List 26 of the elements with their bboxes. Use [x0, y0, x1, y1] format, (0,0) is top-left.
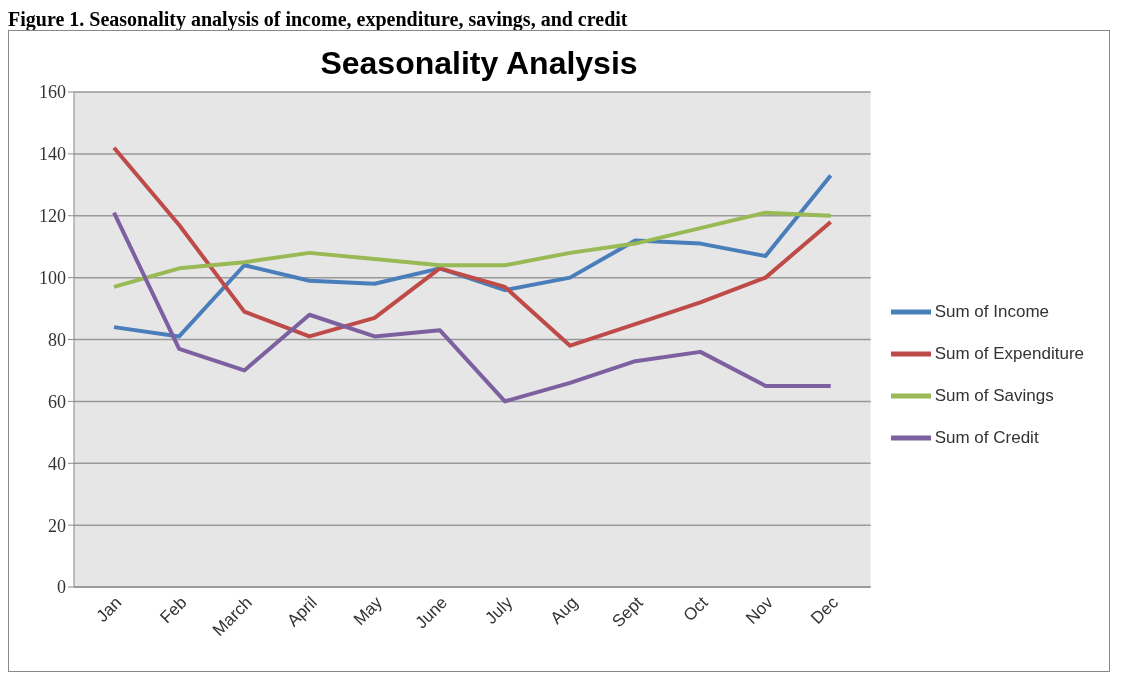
x-tick-label: Dec: [807, 592, 843, 628]
x-tick-label: Feb: [156, 592, 191, 628]
legend-label: Sum of Expenditure: [934, 343, 1084, 363]
y-tick-label: 80: [48, 329, 66, 350]
legend-label: Sum of Income: [934, 301, 1050, 321]
line-series: [112, 210, 833, 404]
y-tick-label: 40: [48, 453, 66, 474]
y-tick-label: 120: [39, 206, 66, 227]
caption: Figure 1. Seasonality analysis of income, expenditure, savings, and credit: [8, 8, 629, 30]
x-tick-label: Oct: [679, 592, 712, 626]
y-tick-label: 60: [48, 391, 66, 412]
x-tick-label: July: [481, 592, 517, 628]
legend-label: Sum of Savings: [934, 385, 1054, 405]
x-tick-label: Aug: [546, 592, 582, 628]
legend-label: Sum of Credit: [934, 427, 1039, 447]
y-tick-label: 100: [39, 268, 66, 289]
line-series: [112, 145, 833, 348]
y-tick-label: 140: [39, 144, 66, 165]
x-tick-label: May: [349, 592, 387, 630]
y-tick-label: 0: [57, 577, 66, 598]
y-tick-label: 160: [39, 82, 66, 103]
x-tick-label: Nov: [742, 592, 778, 628]
line-series: [112, 210, 833, 289]
x-tick-label: Jan: [92, 592, 126, 626]
chart-title: Seasonality Analysis: [319, 45, 639, 82]
y-tick-label: 20: [48, 515, 66, 536]
